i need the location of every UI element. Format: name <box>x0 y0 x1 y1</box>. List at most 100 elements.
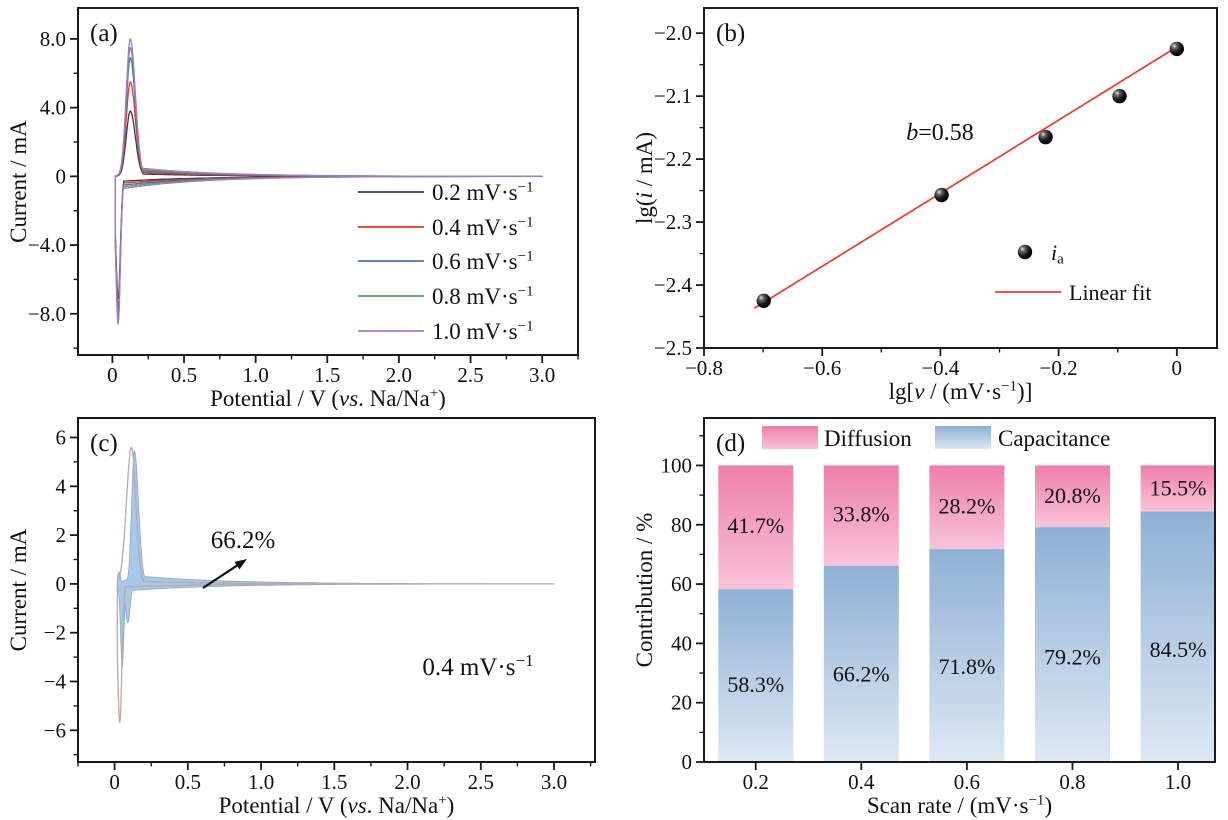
y-axis-title: Current / mA <box>6 120 31 243</box>
legend: Diffusion Capacitance <box>762 426 1110 451</box>
annotation-arrow-head <box>234 559 247 570</box>
bar-diffusion-0.6 <box>929 465 1005 549</box>
bar-diffusion-0.8 <box>1035 465 1110 528</box>
x-tick-label: 0.4 <box>848 770 875 794</box>
data-point-4 <box>1169 41 1184 57</box>
legend-label: 1.0 mV·s−1 <box>432 319 534 344</box>
y-tick-label: −8.0 <box>28 302 66 326</box>
legend-swatch-capacitance <box>935 426 991 449</box>
bar-value-capacitance: 84.5% <box>1150 637 1207 662</box>
bar-diffusion-0.2 <box>718 465 794 590</box>
data-point-3 <box>1112 88 1127 104</box>
legend-sphere-marker <box>1017 244 1033 260</box>
x-tick-label: 1.5 <box>321 770 347 794</box>
legend-label-ia: ia <box>1051 240 1064 268</box>
plot-frame <box>703 417 1216 763</box>
panel-letter: (a) <box>90 20 118 47</box>
y-tick-label: 20 <box>671 691 692 715</box>
x-tick-label: 1.0 <box>1165 770 1191 794</box>
y-tick-label: 4 <box>56 474 67 498</box>
data-point-1 <box>934 187 949 203</box>
x-tick-label: −0.4 <box>921 356 960 380</box>
legend-label-linear-fit: Linear fit <box>1069 280 1151 305</box>
bar-value-diffusion: 15.5% <box>1150 476 1207 501</box>
x-axis-title: Scan rate / (mV·s−1) <box>867 793 1052 818</box>
x-tick-label: 0.2 <box>743 770 769 794</box>
y-tick-label: −2.5 <box>654 336 692 360</box>
legend-item-scanrate-2: 0.6 mV·s−1 <box>358 249 534 274</box>
y-tick-label: 0 <box>56 164 67 188</box>
y-tick-label: −2 <box>44 621 66 645</box>
legend-label: 0.6 mV·s−1 <box>432 249 534 274</box>
legend-swatch-diffusion <box>762 426 818 449</box>
bar-value-capacitance: 79.2% <box>1044 644 1101 669</box>
panel-a-cv-multirate: 0 0.5 1.0 1.5 2.0 2.5 3.0 −8.0 −4.0 0 4.0 8.0 Potent… <box>0 0 614 410</box>
x-axis-title: Potential / V (vs. Na/Na+) <box>219 793 455 818</box>
legend-label-capacitance: Capacitance <box>998 426 1110 451</box>
y-tick-label: −2.1 <box>654 84 692 108</box>
y-axis-title: Contribution / % <box>632 513 657 668</box>
capacitive-contribution-area <box>117 449 555 667</box>
x-tick-label: −0.8 <box>685 356 723 380</box>
bar-value-diffusion: 20.8% <box>1044 483 1101 508</box>
y-tick-label: 60 <box>671 572 692 596</box>
x-axis-title: Potential / V (vs. Na/Na+) <box>210 386 446 410</box>
bar-capacitance-0.6 <box>929 549 1005 762</box>
x-tick-label: 0 <box>107 363 118 387</box>
bar-capacitance-0.2 <box>718 589 794 762</box>
y-tick-label: −2.0 <box>654 21 692 45</box>
panel-c-capacitive-contribution: 0 0.5 1.0 1.5 2.0 2.5 3.0 −6 −4 −2 0 2 4 6 Potential /… <box>0 410 614 820</box>
bar-value-diffusion: 28.2% <box>938 494 995 519</box>
y-tick-label: 6 <box>56 426 67 450</box>
chart-a-cv-curves: 0 0.5 1.0 1.5 2.0 2.5 3.0 −8.0 −4.0 0 4.0 8.0 Potent… <box>6 7 579 410</box>
x-tick-label: 2.5 <box>468 770 494 794</box>
data-point-2 <box>1038 129 1053 145</box>
bar-value-capacitance: 71.8% <box>938 654 995 679</box>
x-tick-label: 1.5 <box>314 363 340 387</box>
y-tick-label: 2 <box>56 523 67 547</box>
legend-item-scanrate-0: 0.2 mV·s−1 <box>358 180 534 205</box>
plot-frame <box>703 7 1218 349</box>
panel-letter: (c) <box>90 430 118 457</box>
y-tick-label: 80 <box>671 513 692 537</box>
y-tick-label: −4.0 <box>28 233 66 257</box>
legend-label: 0.8 mV·s−1 <box>432 284 534 309</box>
bar-value-capacitance: 58.3% <box>727 672 784 697</box>
y-tick-label: −4 <box>44 669 67 693</box>
y-tick-label: 100 <box>661 453 693 477</box>
x-tick-label: 1.0 <box>248 770 274 794</box>
chart-c-cv-shaded: 0 0.5 1.0 1.5 2.0 2.5 3.0 −6 −4 −2 0 2 4 6 Potential /… <box>6 417 596 818</box>
x-tick-label: −0.2 <box>1040 356 1078 380</box>
x-tick-label: 2.0 <box>394 770 420 794</box>
bar-value-capacitance: 66.2% <box>833 662 890 687</box>
x-tick-label: −0.6 <box>803 356 841 380</box>
x-tick-label: 0 <box>1172 356 1183 380</box>
x-tick-label: 3.0 <box>541 770 567 794</box>
x-tick-label: 0.5 <box>171 363 197 387</box>
y-tick-label: 0 <box>56 572 67 596</box>
total-cv-curve <box>116 446 554 723</box>
bar-diffusion-0.4 <box>823 465 899 566</box>
bar-capacitance-0.4 <box>823 565 899 762</box>
y-axis-title: lg(i / mA) <box>632 132 657 224</box>
bar-capacitance-1.0 <box>1140 511 1216 762</box>
bar-capacitance-0.8 <box>1035 527 1110 762</box>
y-tick-label: −2.3 <box>654 210 692 234</box>
legend-label-diffusion: Diffusion <box>824 426 912 451</box>
bar-value-diffusion: 33.8% <box>833 502 890 527</box>
x-tick-label: 0.5 <box>175 770 201 794</box>
panel-letter: (d) <box>716 430 745 457</box>
annotation-arrow-shaft <box>202 563 241 589</box>
x-tick-label: 1.0 <box>243 363 269 387</box>
legend-label: 0.2 mV·s−1 <box>432 180 534 205</box>
scan-rate-annotation: 0.4 mV·s−1 <box>422 651 533 681</box>
x-tick-label: 0.8 <box>1059 770 1085 794</box>
y-tick-label: −2.2 <box>654 147 692 171</box>
legend-label: 0.4 mV·s−1 <box>432 215 534 240</box>
y-tick-label: 40 <box>671 631 692 655</box>
legend-item-scanrate-1: 0.4 mV·s−1 <box>358 215 534 240</box>
y-tick-label: 4.0 <box>40 96 66 120</box>
x-axis-title: lg[v / (mV·s−1)] <box>889 379 1033 404</box>
